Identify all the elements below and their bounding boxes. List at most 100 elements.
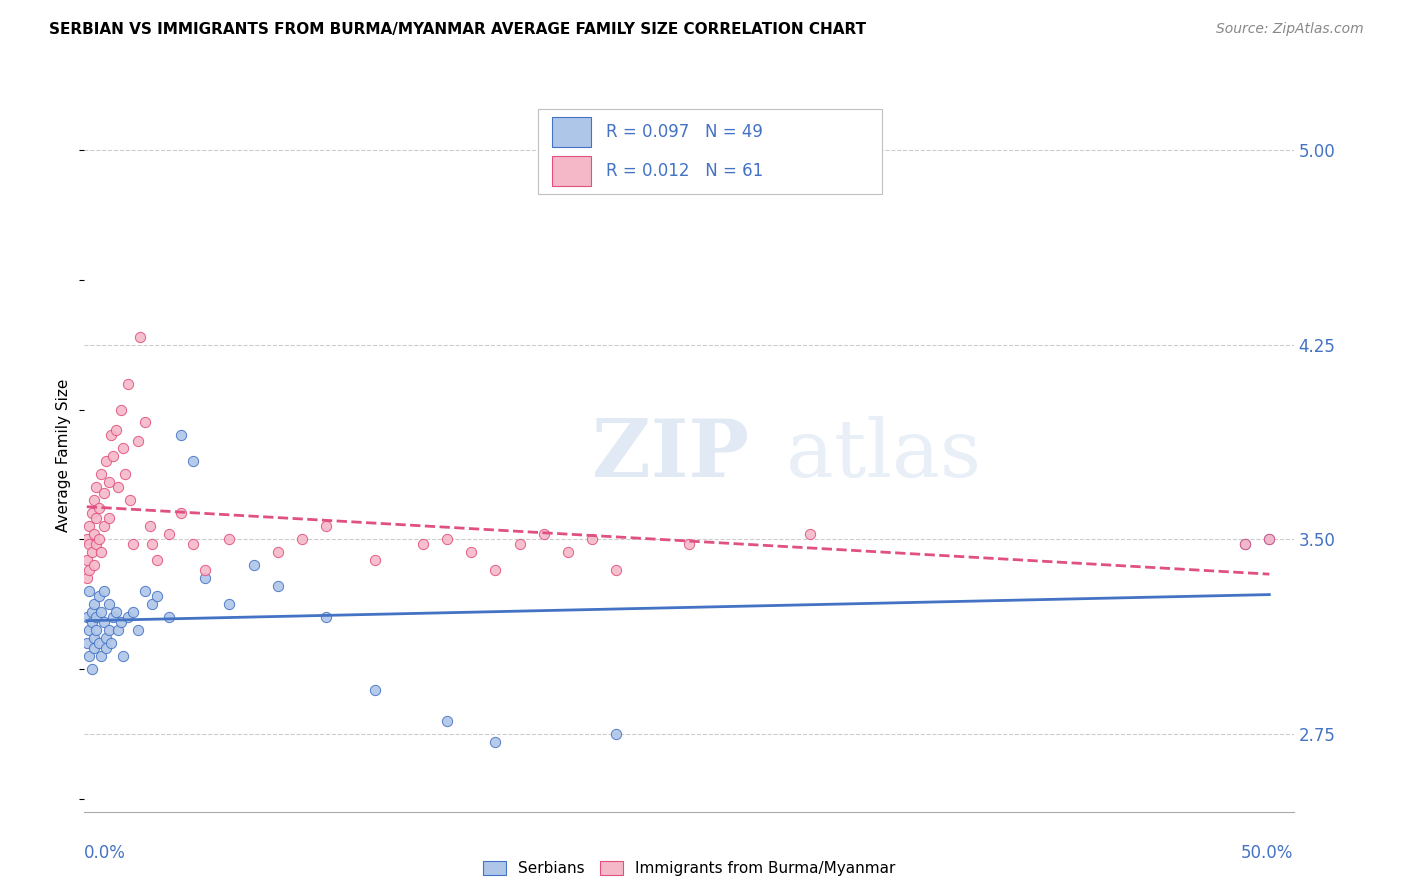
Point <box>533 527 555 541</box>
Point <box>93 584 115 599</box>
Point <box>315 519 337 533</box>
Text: R = 0.012   N = 61: R = 0.012 N = 61 <box>606 162 763 180</box>
Point <box>77 584 100 599</box>
Point <box>76 610 98 624</box>
Point <box>83 527 105 541</box>
Point <box>93 485 115 500</box>
Point <box>100 428 122 442</box>
Point <box>97 597 120 611</box>
Point <box>267 545 290 559</box>
Point <box>581 533 603 547</box>
Point <box>77 563 100 577</box>
Point <box>1234 537 1257 551</box>
Point <box>436 533 458 547</box>
Point <box>110 402 132 417</box>
Point <box>1258 533 1281 547</box>
Point <box>134 584 156 599</box>
Point <box>103 610 125 624</box>
Point <box>605 727 627 741</box>
Point <box>83 558 105 573</box>
Point <box>218 533 240 547</box>
Point <box>80 605 103 619</box>
Text: 50.0%: 50.0% <box>1241 844 1294 862</box>
Text: SERBIAN VS IMMIGRANTS FROM BURMA/MYANMAR AVERAGE FAMILY SIZE CORRELATION CHART: SERBIAN VS IMMIGRANTS FROM BURMA/MYANMAR… <box>49 22 866 37</box>
Point <box>107 480 129 494</box>
Point <box>605 563 627 577</box>
Point <box>267 579 290 593</box>
Point <box>127 434 149 448</box>
Point <box>86 623 108 637</box>
Point <box>134 416 156 430</box>
Point <box>87 590 110 604</box>
Point <box>436 714 458 728</box>
Point <box>194 563 217 577</box>
Point <box>107 623 129 637</box>
FancyBboxPatch shape <box>553 156 591 186</box>
Point <box>121 537 143 551</box>
Point <box>80 662 103 676</box>
Point <box>112 648 135 663</box>
Point <box>76 533 98 547</box>
Point <box>120 493 142 508</box>
Point <box>76 553 98 567</box>
Text: Source: ZipAtlas.com: Source: ZipAtlas.com <box>1216 22 1364 37</box>
Point <box>127 623 149 637</box>
Point <box>86 511 108 525</box>
Point <box>129 330 152 344</box>
Point <box>94 454 117 468</box>
Point <box>1258 533 1281 547</box>
Point <box>460 545 482 559</box>
Point <box>242 558 264 573</box>
Point <box>138 519 160 533</box>
Point <box>117 376 139 391</box>
Text: atlas: atlas <box>786 416 981 494</box>
Point <box>509 537 531 551</box>
Point <box>114 467 136 482</box>
FancyBboxPatch shape <box>553 118 591 147</box>
Point <box>90 545 112 559</box>
Point <box>86 537 108 551</box>
Point <box>97 623 120 637</box>
Point <box>87 501 110 516</box>
Point <box>80 545 103 559</box>
Point <box>93 519 115 533</box>
Point <box>87 533 110 547</box>
Point <box>181 454 204 468</box>
Point <box>484 563 506 577</box>
Point <box>110 615 132 630</box>
Point <box>484 734 506 748</box>
Point <box>170 428 193 442</box>
Point <box>83 597 105 611</box>
Point <box>146 553 169 567</box>
Point <box>157 527 180 541</box>
Point <box>181 537 204 551</box>
Point <box>87 636 110 650</box>
Point <box>77 648 100 663</box>
Point <box>104 423 127 437</box>
Y-axis label: Average Family Size: Average Family Size <box>56 378 72 532</box>
Point <box>363 682 385 697</box>
Legend: Serbians, Immigrants from Burma/Myanmar: Serbians, Immigrants from Burma/Myanmar <box>477 855 901 882</box>
Point <box>100 636 122 650</box>
Point <box>94 641 117 656</box>
Point <box>77 623 100 637</box>
Point <box>315 610 337 624</box>
Point <box>90 605 112 619</box>
Point <box>363 553 385 567</box>
Point <box>77 537 100 551</box>
Point <box>83 631 105 645</box>
Point <box>412 537 434 551</box>
Point <box>117 610 139 624</box>
FancyBboxPatch shape <box>538 109 883 194</box>
Point <box>90 648 112 663</box>
Text: R = 0.097   N = 49: R = 0.097 N = 49 <box>606 123 762 141</box>
Point <box>141 537 163 551</box>
Point <box>291 533 314 547</box>
Point <box>170 506 193 520</box>
Point <box>157 610 180 624</box>
Text: 0.0%: 0.0% <box>84 844 127 862</box>
Point <box>112 442 135 456</box>
Point <box>90 467 112 482</box>
Point <box>86 480 108 494</box>
Point <box>83 493 105 508</box>
